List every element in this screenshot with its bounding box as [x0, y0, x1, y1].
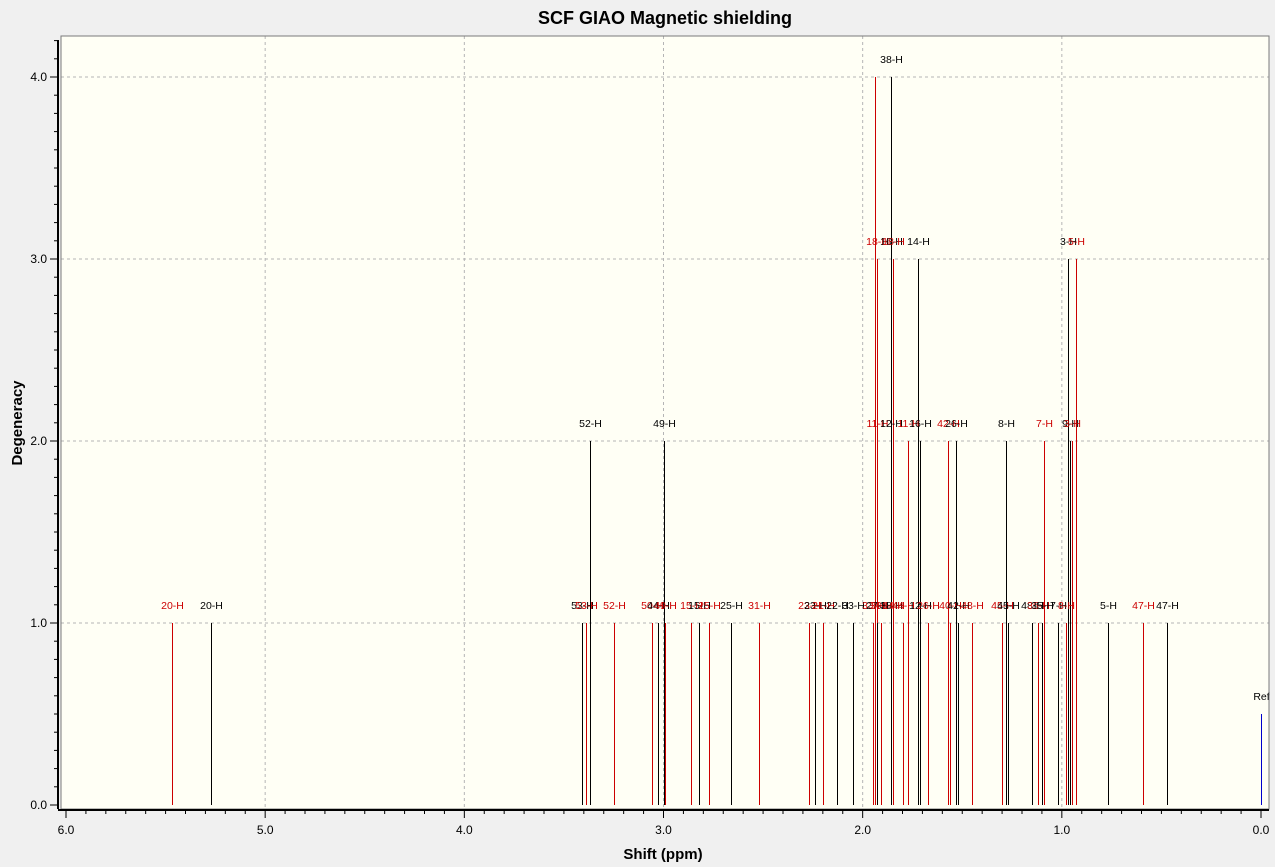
- peak-label: 30-H: [870, 600, 893, 612]
- peak-label: 18-H: [866, 236, 889, 248]
- x-tick-label: 6.0: [58, 823, 75, 837]
- peak-label: 3-H: [1060, 236, 1077, 248]
- peak-label: 52-H: [579, 418, 602, 430]
- y-tick-label: 3.0: [30, 252, 47, 266]
- peak-label: 53-H: [571, 600, 594, 612]
- peak-label: 49-H: [654, 600, 677, 612]
- peak-label: 52-H: [603, 600, 626, 612]
- peak-label: 16-H: [880, 236, 903, 248]
- peak-label: 50-H: [641, 600, 664, 612]
- peak-label: 23-H: [798, 600, 821, 612]
- peak-label: 20-H: [161, 600, 184, 612]
- peak-label: 12-H: [880, 418, 903, 430]
- peak-label: 44-H: [647, 600, 670, 612]
- peak-label: 47-H: [1156, 600, 1179, 612]
- peak-label: 40-H: [939, 600, 962, 612]
- peak-label: 31-H: [748, 600, 771, 612]
- y-tick-label: 1.0: [30, 616, 47, 630]
- chart-title: SCF GIAO Magnetic shielding: [538, 8, 792, 28]
- peak-label: 48-H: [1021, 600, 1044, 612]
- peak-label: 14-H: [907, 236, 930, 248]
- peak-label: 35-H: [1031, 600, 1054, 612]
- peak-label: 8-H: [998, 418, 1015, 430]
- peak-label: 5-H: [1100, 600, 1117, 612]
- peak-label: 33-H: [842, 600, 865, 612]
- peak-label: 12-H: [909, 600, 932, 612]
- x-tick-label: 3.0: [655, 823, 672, 837]
- peak-label: 3-H: [1064, 418, 1081, 430]
- peak-label: 25-H: [720, 600, 743, 612]
- grid-lines: [61, 36, 1269, 809]
- peak-label: 26-H: [917, 600, 940, 612]
- peak-label: 42-H: [937, 418, 960, 430]
- peak-label: 18-H: [882, 236, 905, 248]
- peak-label: 53-H: [575, 600, 598, 612]
- peak-label: 45-H: [997, 600, 1020, 612]
- peak-label: 14-H: [882, 600, 905, 612]
- y-axis-ticks: 0.0 1.0 2.0 3.0 4.0: [30, 40, 58, 812]
- peak-label: 38-H: [880, 600, 903, 612]
- peak-label: 27-H: [866, 600, 889, 612]
- y-tick-label: 0.0: [30, 798, 47, 812]
- peak-label: 5-H: [1068, 236, 1085, 248]
- x-tick-label: 5.0: [257, 823, 274, 837]
- peak-label: 44-H: [892, 600, 915, 612]
- peak-label: 7-H: [1050, 600, 1067, 612]
- y-tick-label: 2.0: [30, 434, 47, 448]
- peak-label: 7-H: [1036, 418, 1053, 430]
- peak-label: 48-H: [961, 600, 984, 612]
- peak-label: 33-H: [862, 600, 885, 612]
- peak-label: 11-H: [898, 418, 920, 430]
- peak-label: 22-H: [826, 600, 849, 612]
- peak-label: 21-H: [812, 600, 835, 612]
- peak-label: 11-H: [867, 418, 889, 430]
- x-tick-label: 1.0: [1053, 823, 1070, 837]
- y-tick-label: 4.0: [30, 70, 47, 84]
- peak-sticks: [172, 77, 1262, 805]
- peak-label: 8-H: [1058, 600, 1075, 612]
- peak-label: 20-H: [200, 600, 223, 612]
- peak-label: 15-H: [688, 600, 711, 612]
- x-axis-ticks: 6.0 5.0 4.0 3.0 2.0 1.0 0.0: [58, 810, 1270, 837]
- x-axis-title: Shift (ppm): [623, 846, 702, 863]
- peak-label: 9-H: [1062, 418, 1079, 430]
- peak-label: 49-H: [653, 418, 676, 430]
- peak-label: 26-H: [945, 418, 968, 430]
- peak-label: 45-H: [991, 600, 1014, 612]
- peak-label: 25-H: [698, 600, 721, 612]
- peak-labels: 20-H 20-H 53-H53-H52-H52-H 50-H44-H49-H49-H…: [161, 54, 1270, 703]
- peak-label: 35-H: [1027, 600, 1050, 612]
- peak-label: 16-H: [909, 418, 932, 430]
- peak-label: 23-H: [804, 600, 827, 612]
- peak-label: 42-H: [947, 600, 970, 612]
- x-tick-label: 2.0: [854, 823, 871, 837]
- y-axis-title: Degeneracy: [9, 380, 26, 466]
- peak-label: 15-H: [680, 600, 703, 612]
- peak-label: 47-H: [1132, 600, 1155, 612]
- x-tick-label: 4.0: [456, 823, 473, 837]
- peak-label: 38-H: [880, 54, 903, 66]
- peak-label: Ref: [1253, 691, 1269, 703]
- x-tick-label: 0.0: [1253, 823, 1270, 837]
